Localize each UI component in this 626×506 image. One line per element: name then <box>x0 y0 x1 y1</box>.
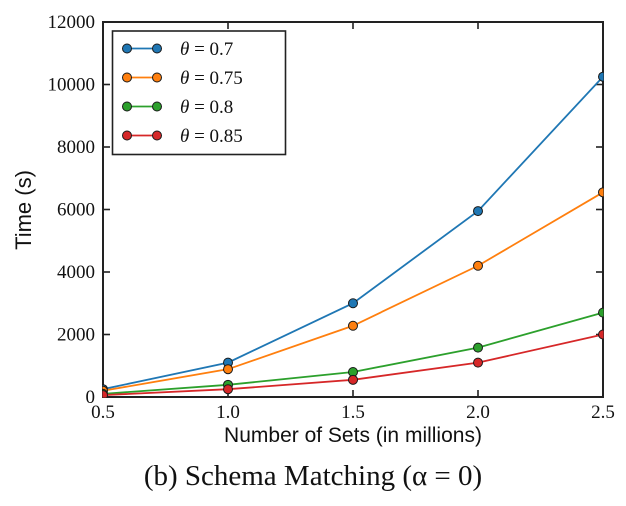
data-point-marker <box>473 342 483 353</box>
y-tick-label: 10000 <box>48 75 96 96</box>
legend-frame <box>111 30 287 156</box>
series-line <box>102 333 604 397</box>
data-point-marker <box>223 364 233 375</box>
data-point-marker <box>348 298 358 309</box>
legend-label: θ = 0.85 <box>180 126 243 147</box>
x-tick-label: 1.5 <box>341 402 365 423</box>
legend-label: θ = 0.8 <box>180 97 233 118</box>
data-point-marker <box>348 320 358 331</box>
legend-marker <box>152 43 162 54</box>
data-point-marker <box>102 390 108 398</box>
x-tick-label: 2.0 <box>466 402 490 423</box>
series-1 <box>102 187 604 396</box>
legend-marker <box>122 130 132 141</box>
figure-caption: (b) Schema Matching (α = 0) <box>143 460 483 492</box>
x-tick-label: 2.5 <box>591 402 615 423</box>
legend-marker <box>152 101 162 112</box>
y-tick-label: 2000 <box>57 325 95 346</box>
legend-label: θ = 0.7 <box>180 39 233 60</box>
data-point-marker <box>598 187 604 198</box>
series-line <box>102 191 604 392</box>
legend-marker <box>152 72 162 83</box>
legend: θ = 0.7 θ = 0.75 θ = 0.8 θ = 0.85 <box>111 30 287 156</box>
y-tick-label: 4000 <box>57 262 95 283</box>
legend-item-0: θ = 0.7 <box>122 39 233 60</box>
data-point-marker <box>598 307 604 318</box>
legend-item-2: θ = 0.8 <box>122 97 233 118</box>
legend-marker <box>152 130 162 141</box>
data-point-marker <box>348 374 358 385</box>
y-axis-label: Time (s) <box>11 170 36 250</box>
tick-labels: 0 2000 4000 6000 8000 10000 12000 0.5 1.0 1.5 2.0 2… <box>48 12 615 423</box>
data-point-marker <box>473 357 483 368</box>
data-point-marker <box>473 206 483 217</box>
y-tick-label: 12000 <box>48 12 96 33</box>
y-tick-label: 6000 <box>57 200 95 221</box>
axis-ticks <box>102 21 604 398</box>
data-point-marker <box>473 260 483 271</box>
legend-marker <box>122 101 132 112</box>
x-axis-label: Number of Sets (in millions) <box>224 424 482 447</box>
data-point-marker <box>598 71 604 82</box>
y-tick-label: 0 <box>86 387 96 408</box>
legend-marker <box>122 72 132 83</box>
series-3 <box>102 329 604 398</box>
series-group <box>102 71 604 398</box>
legend-item-3: θ = 0.85 <box>122 126 243 147</box>
legend-marker <box>122 43 132 54</box>
x-tick-label: 0.5 <box>91 402 115 423</box>
x-tick-label: 1.0 <box>216 402 240 423</box>
data-point-marker <box>223 384 233 395</box>
y-tick-label: 8000 <box>57 137 95 158</box>
data-point-marker <box>598 329 604 340</box>
legend-label: θ = 0.75 <box>180 68 243 89</box>
legend-item-1: θ = 0.75 <box>122 68 243 89</box>
